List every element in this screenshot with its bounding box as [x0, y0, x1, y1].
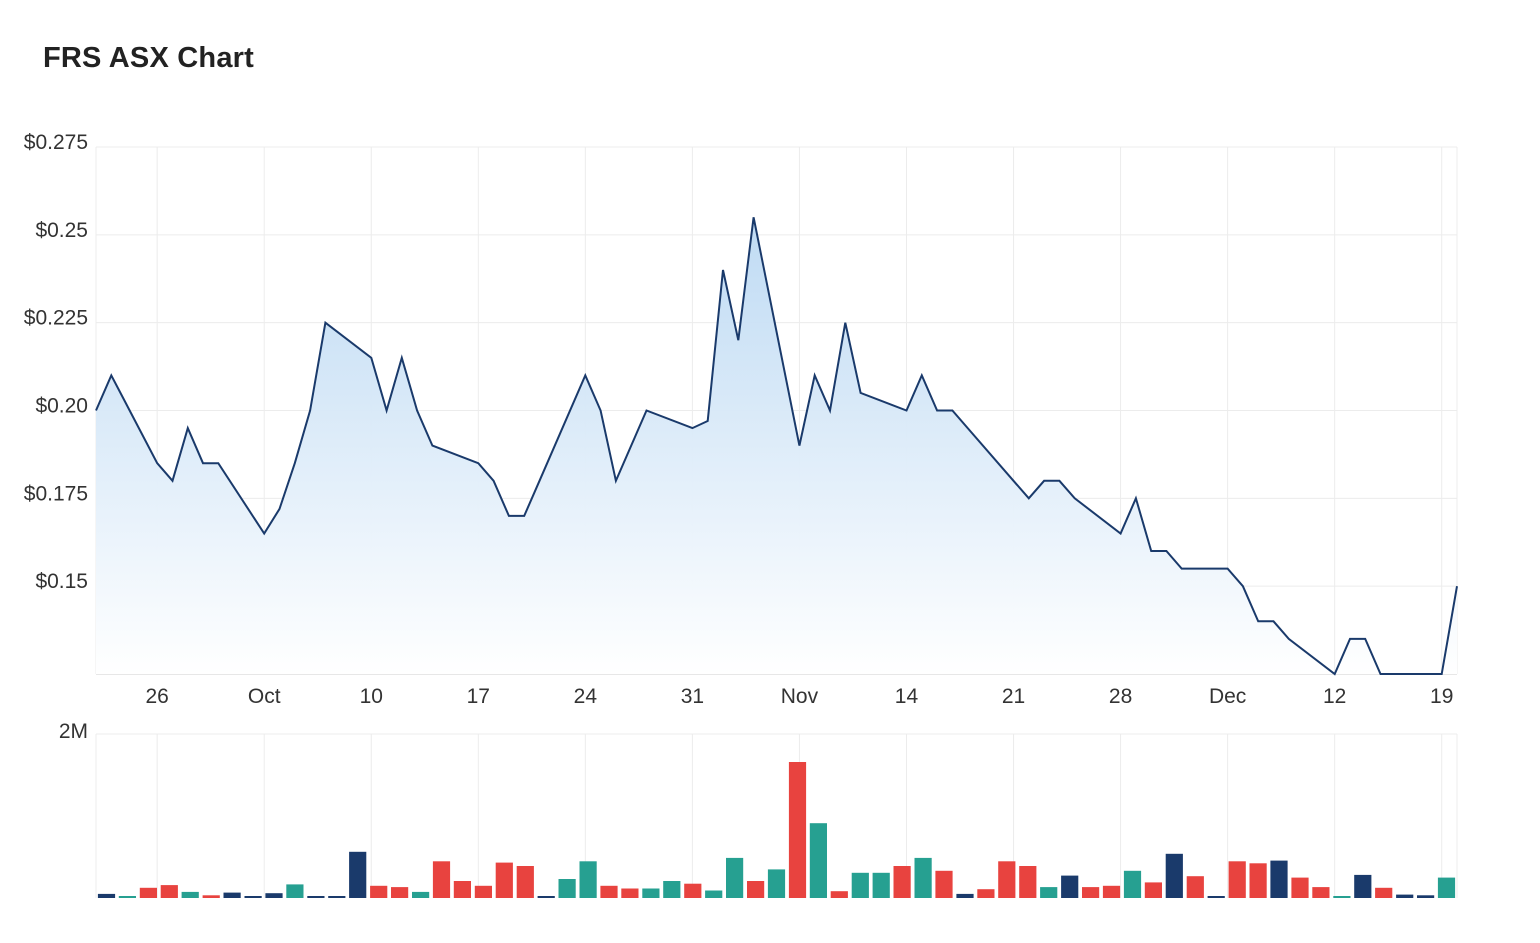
volume-bar — [747, 881, 765, 898]
date-tick-label: 12 — [1323, 685, 1346, 708]
volume-bar — [956, 893, 974, 898]
volume-bar — [558, 879, 576, 898]
volume-bar — [600, 885, 618, 898]
volume-bar — [391, 887, 409, 898]
volume-bar — [139, 887, 157, 898]
volume-bar — [726, 857, 744, 898]
volume-bar — [1123, 870, 1142, 898]
date-tick-label: 26 — [145, 685, 168, 708]
date-tick-label: 21 — [1002, 685, 1025, 708]
volume-bar — [1040, 887, 1058, 898]
volume-bar — [788, 762, 807, 898]
volume-bar — [1249, 863, 1267, 898]
date-tick-label: 17 — [467, 685, 490, 708]
volume-bar — [705, 890, 723, 898]
volume-bar — [872, 872, 890, 898]
volume-bar — [537, 896, 555, 898]
date-tick-label: Nov — [781, 685, 819, 708]
volume-bar — [1437, 877, 1456, 898]
volume-axis-labels: 2M — [59, 720, 88, 743]
volume-bar — [893, 866, 911, 898]
volume-bar — [1144, 882, 1162, 898]
volume-bar — [1312, 887, 1330, 898]
volume-bar — [809, 823, 827, 898]
volume-grid — [95, 733, 1458, 898]
volume-bar — [1102, 885, 1121, 898]
volume-bar — [767, 869, 786, 898]
date-tick-label: 31 — [681, 685, 704, 708]
volume-bar — [328, 896, 346, 898]
volume-bar — [1417, 895, 1435, 898]
price-tick-label: $0.225 — [24, 307, 88, 330]
volume-bar — [1228, 861, 1246, 898]
date-tick-label: Dec — [1209, 685, 1246, 708]
date-tick-label: Oct — [248, 685, 281, 708]
volume-bar — [118, 896, 136, 898]
volume-bar — [621, 888, 639, 898]
price-axis-labels: $0.275 $0.25 $0.225 $0.20 $0.175 $0.15 — [24, 131, 88, 593]
volume-bar — [1375, 887, 1393, 898]
volume-bar — [453, 881, 471, 898]
volume-bar — [684, 883, 702, 898]
volume-bar — [642, 888, 660, 898]
chart-title: FRS ASX Chart — [43, 42, 254, 74]
volume-bar — [998, 861, 1016, 898]
volume-bar — [202, 895, 220, 898]
volume-bar — [370, 885, 388, 898]
volume-bar — [579, 861, 597, 898]
price-tick-label: $0.175 — [24, 482, 88, 505]
price-tick-label: $0.15 — [35, 570, 88, 593]
volume-bar — [1291, 877, 1309, 898]
volume-bar — [1207, 896, 1225, 898]
price-tick-label: $0.275 — [24, 131, 88, 154]
volume-bar — [349, 851, 367, 898]
volume-bar — [160, 885, 178, 898]
volume-bar — [1186, 876, 1204, 898]
date-tick-label: 14 — [895, 685, 919, 708]
volume-bar — [307, 896, 325, 898]
price-area-fill — [96, 217, 1457, 675]
price-tick-label: $0.20 — [35, 395, 88, 418]
price-tick-label: $0.25 — [35, 219, 88, 242]
volume-bar — [1333, 896, 1351, 898]
volume-bar — [1354, 874, 1372, 898]
volume-bar — [286, 884, 304, 898]
volume-bar — [412, 891, 430, 898]
volume-bar — [1061, 875, 1079, 898]
date-tick-label: 28 — [1109, 685, 1132, 708]
date-axis-labels: 26 Oct 10 17 24 31 Nov 14 21 28 Dec 12 19 — [145, 685, 1453, 708]
date-tick-label: 24 — [574, 685, 598, 708]
volume-bar — [1270, 860, 1288, 898]
volume-bar — [1019, 866, 1037, 898]
volume-bar — [516, 866, 534, 898]
volume-bar — [181, 891, 199, 898]
volume-bar — [223, 892, 241, 898]
date-tick-label: 10 — [360, 685, 383, 708]
volume-bar — [495, 862, 513, 898]
volume-bar — [851, 872, 869, 898]
volume-tick-label: 2M — [59, 720, 88, 743]
volume-bar — [914, 857, 932, 898]
volume-bars — [97, 762, 1456, 898]
volume-bar — [265, 893, 283, 898]
volume-bar — [97, 893, 116, 898]
volume-bar — [977, 889, 995, 898]
volume-bar — [663, 881, 681, 898]
volume-bar — [935, 870, 953, 898]
volume-bar — [830, 891, 848, 898]
volume-bar — [244, 896, 262, 898]
volume-bar — [1165, 853, 1183, 898]
volume-bar — [1082, 887, 1100, 898]
volume-bar — [1396, 894, 1414, 898]
volume-bar — [432, 861, 451, 898]
date-tick-label: 19 — [1430, 685, 1453, 708]
volume-bar — [474, 885, 492, 898]
price-line — [95, 217, 1458, 676]
